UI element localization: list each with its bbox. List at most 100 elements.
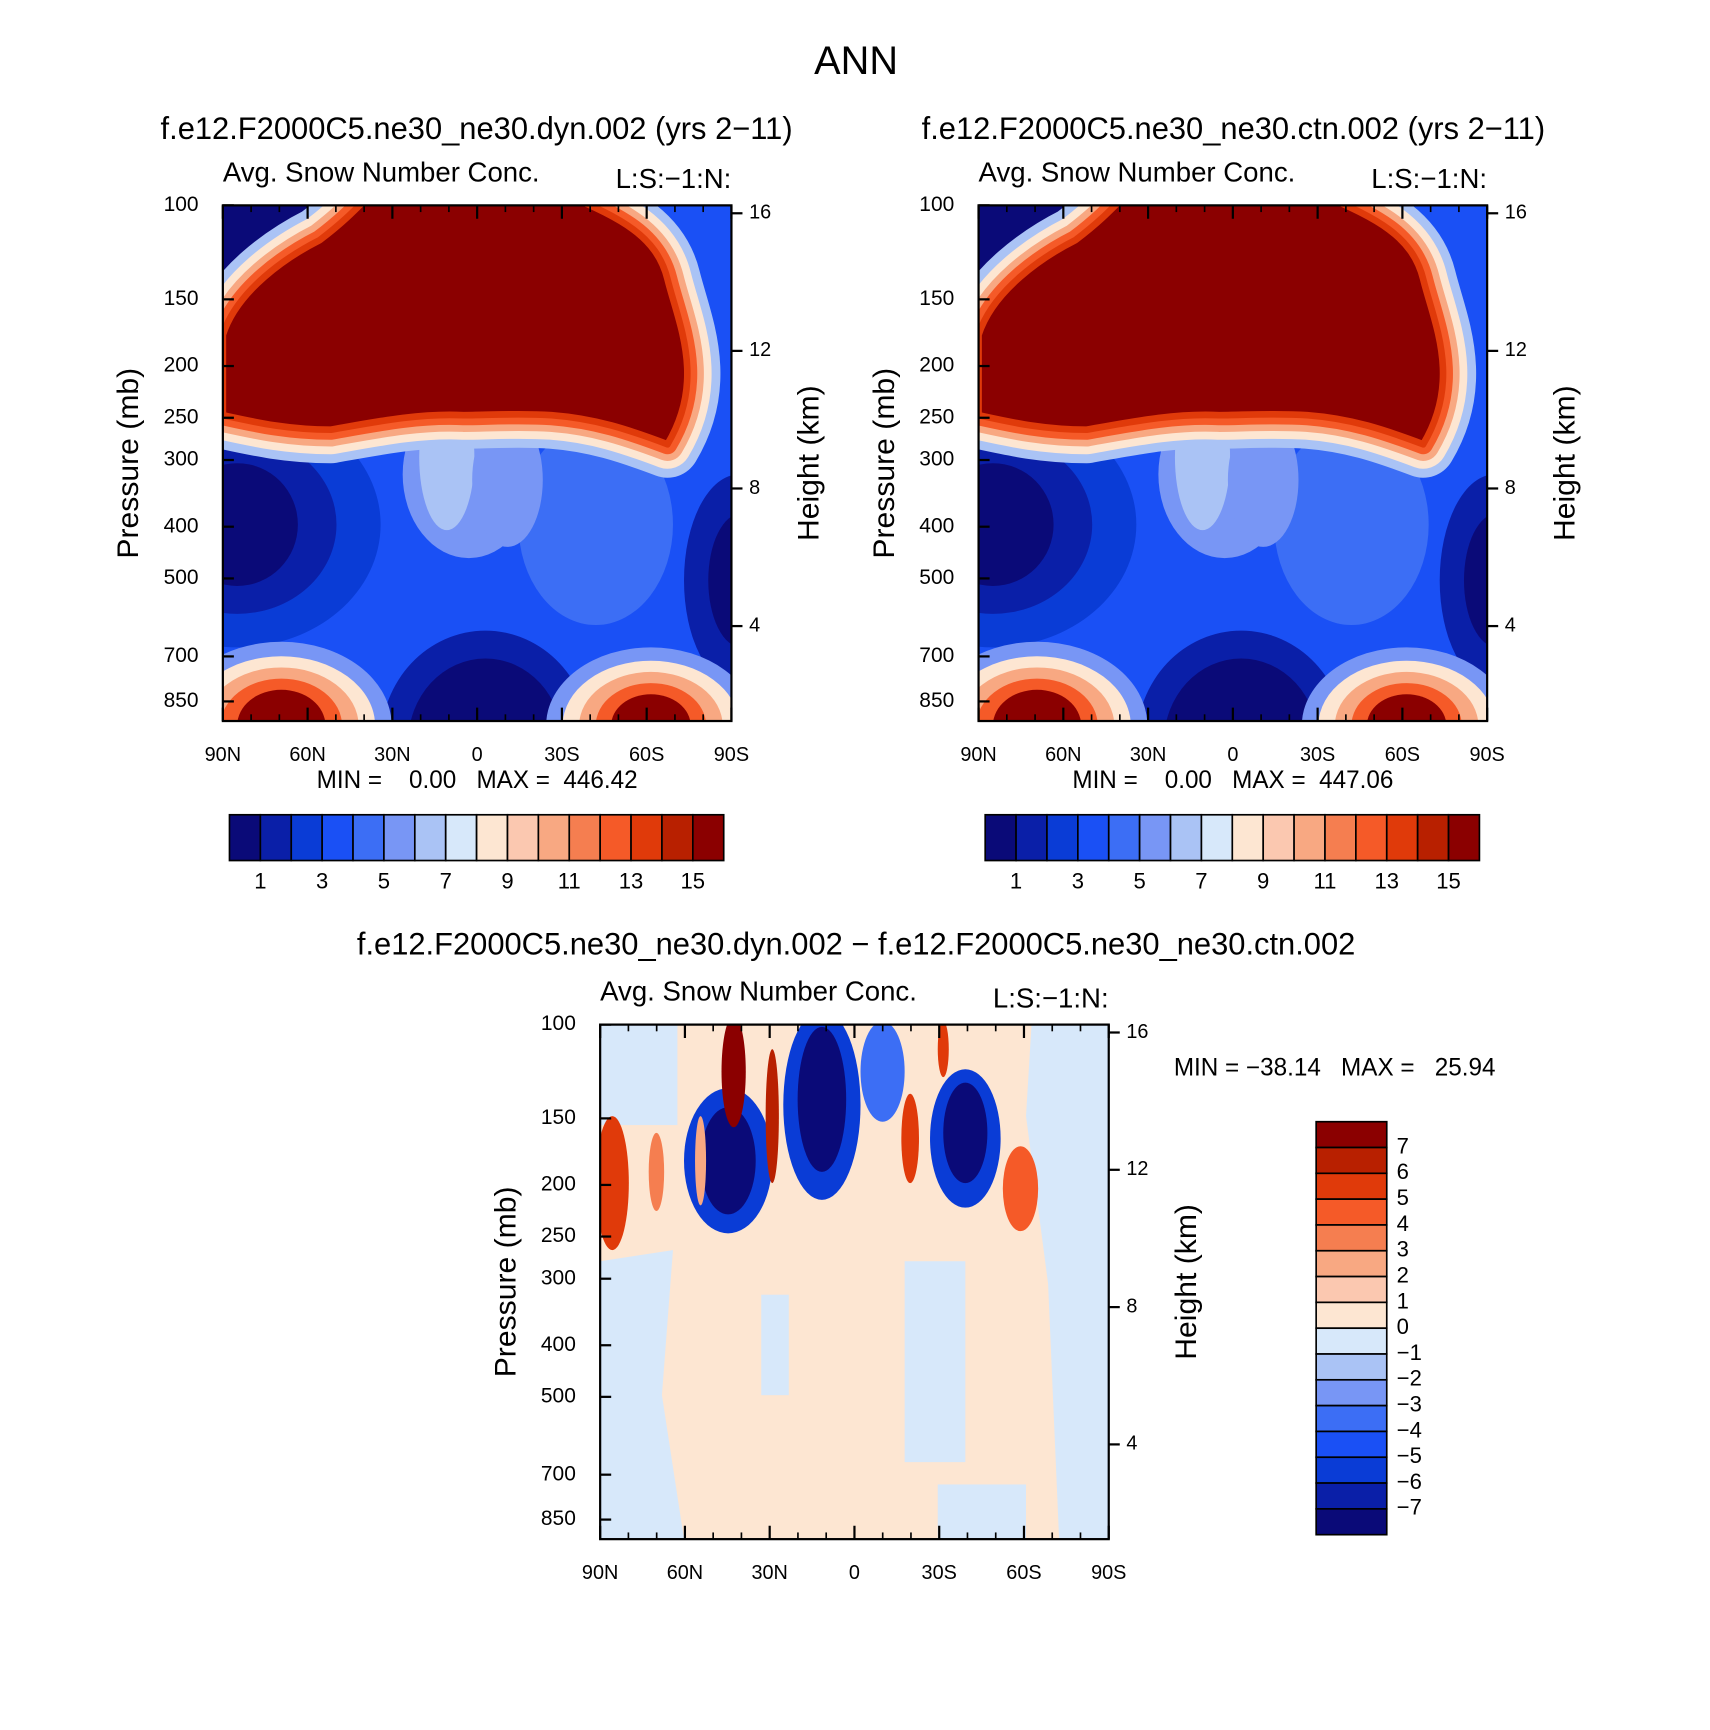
colorbar-box [1315, 1456, 1388, 1484]
y2-axis-label: Height (km) [1549, 385, 1582, 541]
colorbar-label: 9 [1257, 869, 1269, 894]
y2-tick-label: 12 [749, 339, 771, 361]
x-tick-label: 0 [472, 744, 483, 766]
y-tick-label: 700 [164, 644, 199, 667]
colorbar-label: 6 [1397, 1159, 1409, 1184]
colorbar-label: 2 [1397, 1262, 1409, 1287]
colorbar-box [506, 813, 540, 862]
colorbar-label: −7 [1397, 1495, 1422, 1520]
colorbar-box [568, 813, 601, 862]
colorbar-box [259, 813, 293, 862]
colorbar-box [1293, 813, 1326, 862]
y2-tick-label: 12 [1126, 1158, 1148, 1180]
colorbar-label: 3 [1397, 1237, 1409, 1262]
colorbar-label: 7 [1397, 1133, 1409, 1158]
x-tick-label: 90N [960, 744, 996, 766]
y-tick-label: 400 [164, 514, 199, 537]
x-tick-label: 30N [751, 1562, 787, 1584]
y-tick-label: 500 [164, 566, 199, 589]
colorbar-box [1324, 813, 1357, 862]
contour-field [849, 195, 1550, 854]
colorbar-box [1169, 813, 1203, 862]
colorbar-label: 13 [619, 869, 644, 894]
colorbar-box [630, 813, 663, 862]
x-tick-label: 60S [1006, 1562, 1041, 1584]
y-tick-label: 500 [541, 1384, 576, 1407]
colorbar-label: 5 [378, 869, 390, 894]
panel-subtitle: Avg. Snow Number Conc. [223, 156, 540, 187]
y-tick-label: 200 [541, 1172, 576, 1195]
colorbar-box [1200, 813, 1234, 862]
y2-tick-label: 16 [749, 201, 771, 223]
colorbar-box [1077, 813, 1110, 862]
colorbar-box [1315, 1482, 1388, 1510]
corner-label: L:S:−1:N: [1371, 163, 1487, 194]
colorbar-box [1315, 1198, 1388, 1226]
colorbar-box [444, 813, 478, 862]
colorbar-box [1015, 813, 1048, 862]
y-tick-label: 700 [919, 644, 954, 667]
colorbar-box [1447, 813, 1481, 862]
colorbar-box [321, 813, 354, 862]
colorbar-box [1315, 1378, 1388, 1407]
colorbar-label: 4 [1397, 1211, 1409, 1236]
colorbar-label: 13 [1374, 869, 1399, 894]
colorbar-box [1315, 1353, 1388, 1381]
y2-tick-label: 4 [749, 614, 760, 636]
y-tick-label: 400 [541, 1333, 576, 1356]
y2-tick-label: 8 [749, 477, 760, 499]
x-tick-label: 60N [289, 744, 325, 766]
colorbar-box [475, 813, 509, 862]
colorbar-label: 11 [1314, 869, 1337, 894]
colorbar-label: 5 [1133, 869, 1145, 894]
x-tick-label: 90S [1091, 1562, 1126, 1584]
colorbar-box [1107, 813, 1141, 862]
colorbar-box [1231, 813, 1265, 862]
x-tick-label: 0 [1227, 744, 1238, 766]
y-tick-label: 100 [164, 193, 199, 216]
colorbar-box [1315, 1172, 1388, 1200]
colorbar-box [1046, 813, 1079, 862]
colorbar-box [1416, 813, 1450, 862]
colorbar-label: 1 [1397, 1288, 1409, 1313]
y2-axis-label: Height (km) [793, 385, 826, 541]
y-tick-label: 300 [541, 1266, 576, 1289]
y-tick-label: 250 [919, 405, 954, 428]
colorbar-label: 15 [1436, 869, 1461, 894]
y-tick-label: 150 [164, 287, 199, 310]
x-tick-label: 60S [629, 744, 664, 766]
colorbar-label: 1 [254, 869, 266, 894]
y2-tick-label: 16 [1126, 1021, 1148, 1043]
x-tick-label: 60N [1045, 744, 1081, 766]
colorbar-box [1262, 813, 1295, 862]
colorbar-box [1315, 1275, 1388, 1304]
y-axis-label: Pressure (mb) [490, 1186, 523, 1377]
y-tick-label: 300 [919, 448, 954, 471]
y2-tick-label: 16 [1505, 201, 1527, 223]
colorbar-label: 1 [1010, 869, 1022, 894]
x-tick-label: 30N [374, 744, 410, 766]
y-tick-label: 200 [919, 354, 954, 377]
y2-tick-label: 4 [1126, 1433, 1137, 1455]
colorbar-label: 7 [440, 869, 452, 894]
colorbar-label: 9 [501, 869, 513, 894]
panel-title: f.e12.F2000C5.ne30_ne30.dyn.002 − f.e12.… [357, 927, 1355, 962]
x-tick-label: 60S [1385, 744, 1420, 766]
y-tick-label: 700 [541, 1462, 576, 1485]
colorbar-label: −6 [1397, 1469, 1422, 1494]
y2-tick-label: 8 [1505, 477, 1516, 499]
y-axis-label: Pressure (mb) [112, 368, 145, 559]
corner-label: L:S:−1:N: [616, 163, 732, 194]
colorbar-box [1315, 1146, 1388, 1175]
colorbar-box [1138, 813, 1172, 862]
contour-field [600, 1024, 1109, 1540]
x-tick-label: 30S [544, 744, 579, 766]
x-tick-label: 90N [582, 1562, 618, 1584]
colorbar-box [1315, 1404, 1388, 1433]
min-max: MIN = 0.00 MAX = 446.42 [317, 767, 638, 794]
colorbar-box [1315, 1508, 1388, 1536]
panel-subtitle: Avg. Snow Number Conc. [979, 156, 1296, 187]
x-tick-label: 30S [922, 1562, 957, 1584]
colorbar-box [1315, 1224, 1388, 1252]
